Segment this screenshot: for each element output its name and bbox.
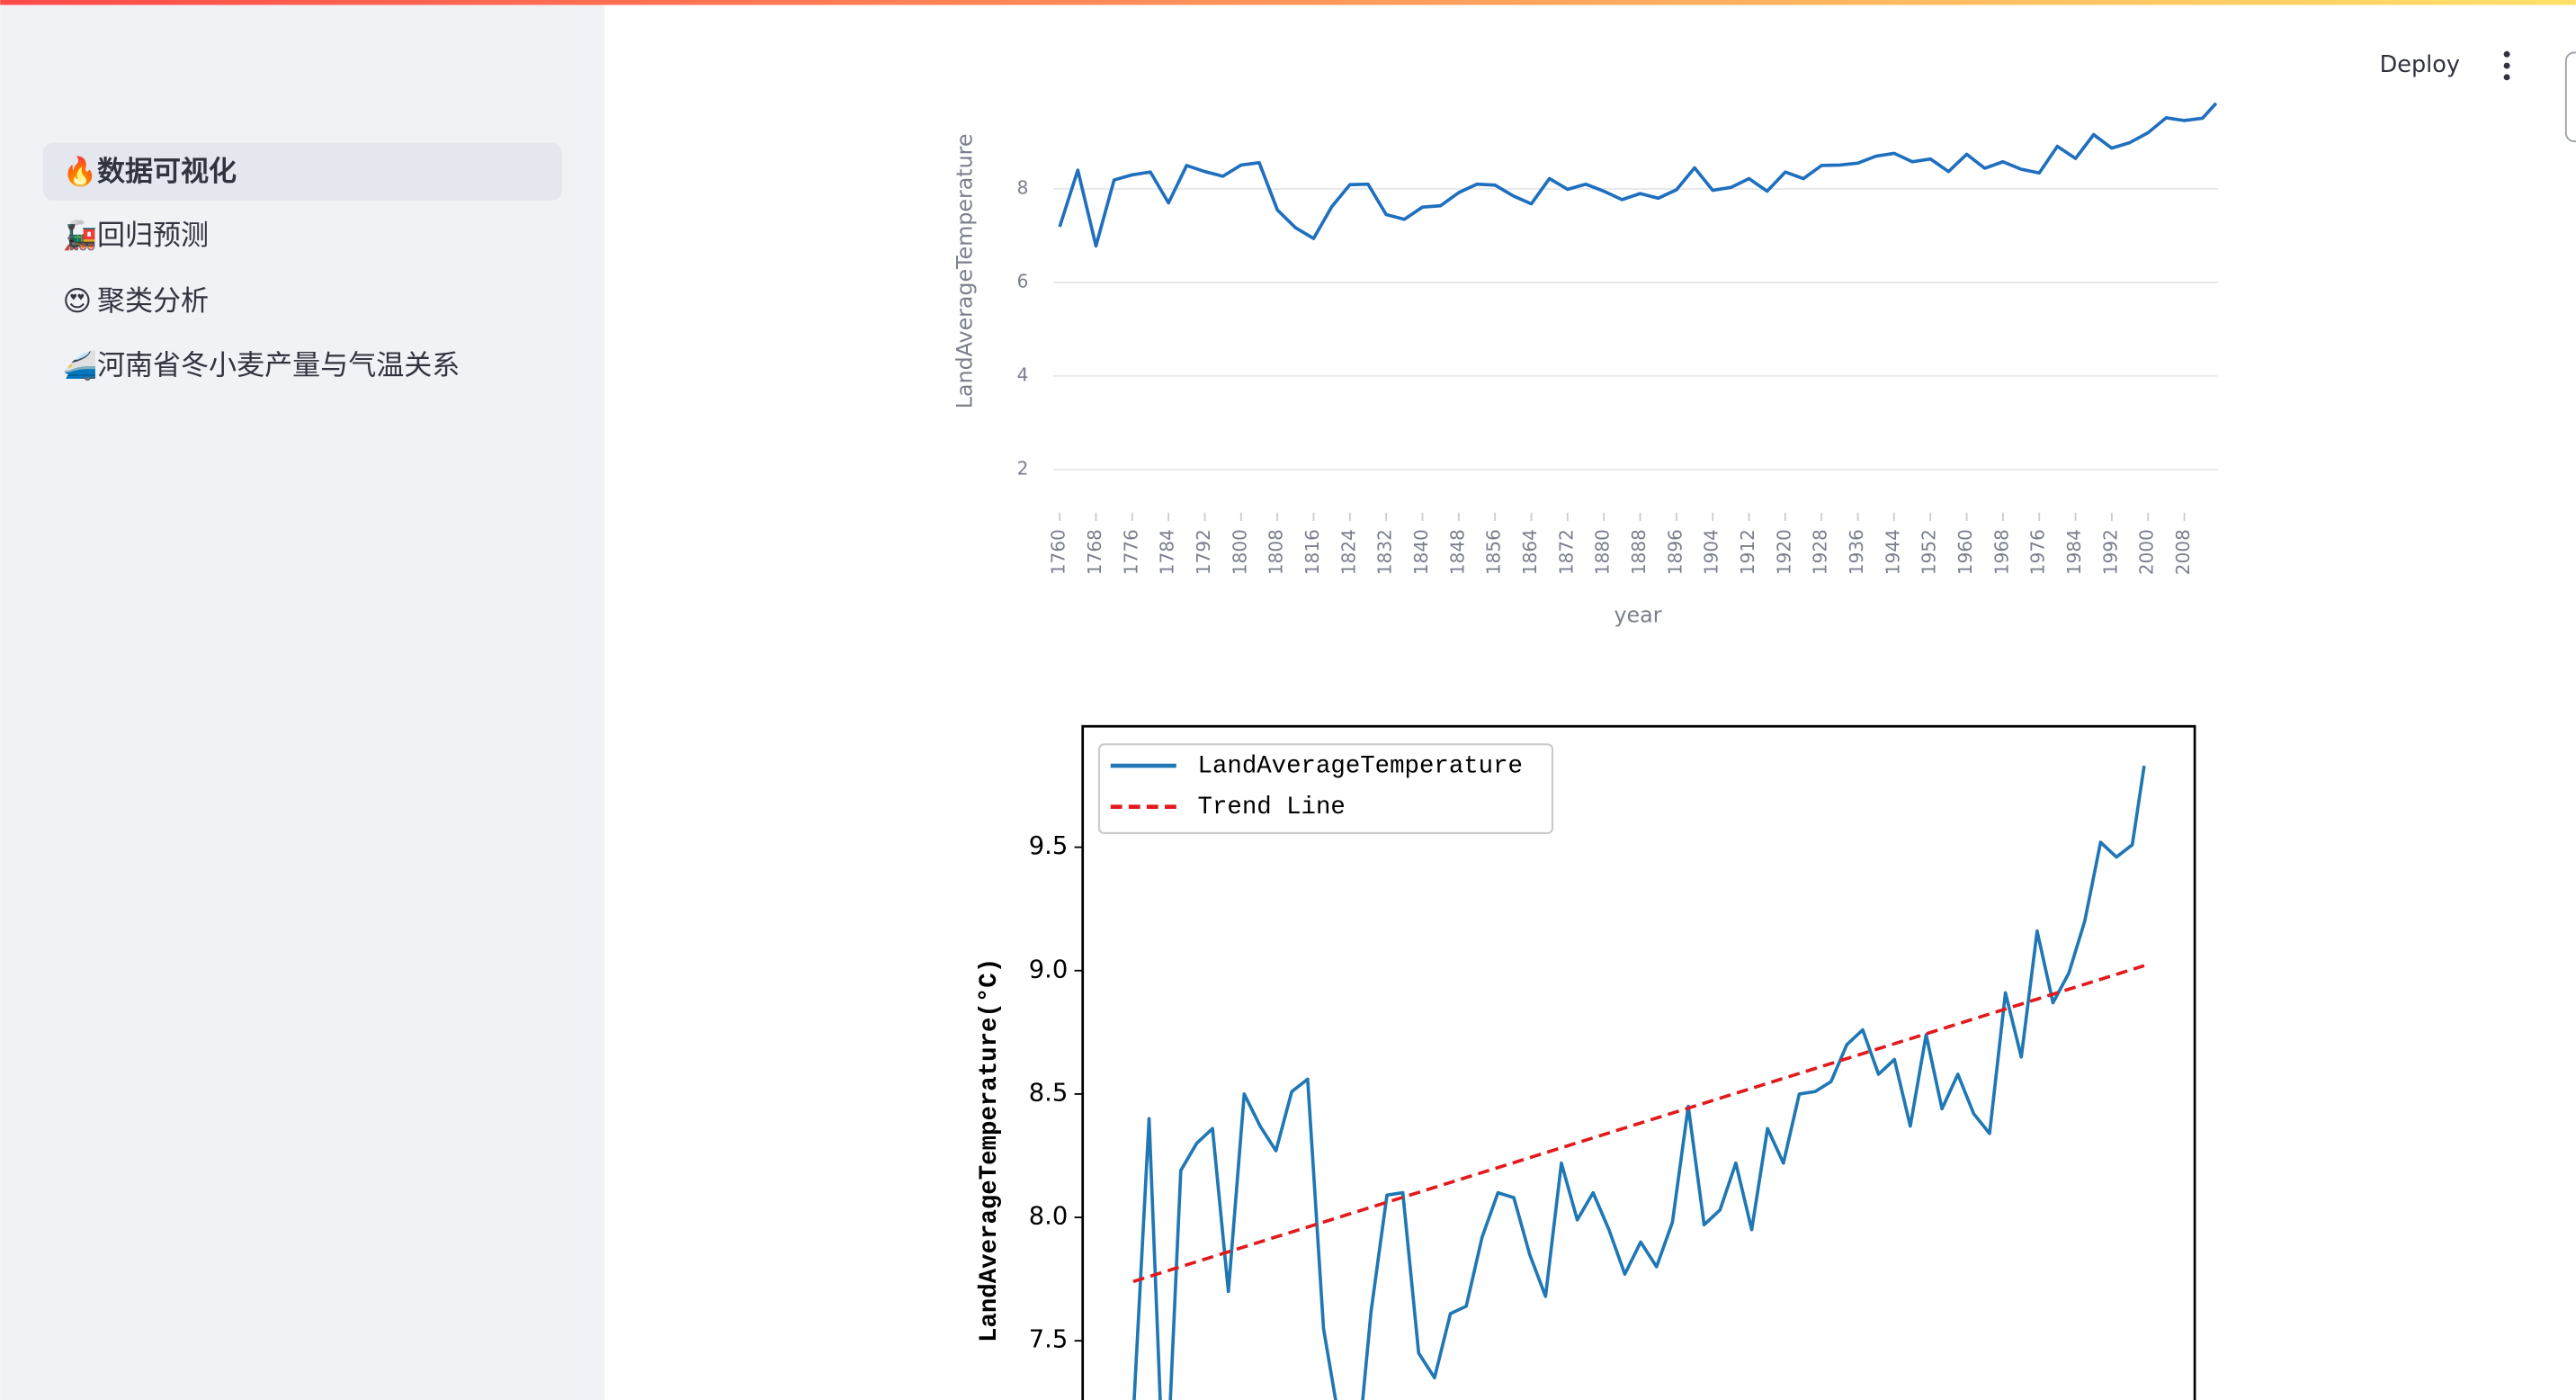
data-line [1132,765,2146,1400]
x-tick-label: 1968 [1990,529,2012,575]
x-tick-label: 2000 [2136,529,2158,575]
x-tick-label: 1784 [1157,529,1178,575]
x-tick-label: 1808 [1266,529,1287,575]
x-tick-label: 1952 [1919,529,1940,575]
x-tick-label: 1896 [1664,529,1686,575]
nav-item[interactable]: 🚂 回归预测 [63,219,209,252]
x-tick-label: 1976 [2027,529,2049,575]
x-tick-label: 1816 [1301,529,1323,575]
x-tick-label: 1928 [1810,529,1831,575]
x-tick-label: 1832 [1374,529,1396,575]
y-axis-title: LandAverageTemperature(°C) [976,958,1004,1342]
plot-area [1132,765,2146,1400]
sidebar-nav: 🔥 数据可视化 🚂 回归预测 😍 聚类分析 🚄 河南省冬小麦产量与气温关系 [63,155,461,382]
x-tick-label: 1792 [1193,529,1214,575]
y-tick-label: 9.0 [1029,956,1069,983]
y-axis-title: LandAverageTemperature [953,133,978,408]
legend-label: LandAverageTemperature [1198,752,1523,780]
nav-icon: 🚄 [63,348,98,381]
x-tick-label: 1880 [1592,529,1614,575]
x-tick-label: 1848 [1446,529,1468,575]
y-tick-label: 8.5 [1029,1079,1069,1107]
x-tick-label: 1800 [1229,529,1250,575]
y-tick-label: 4 [1017,363,1029,385]
legend-label: Trend Line [1198,794,1346,821]
x-tick-label: 1944 [1882,529,1903,575]
x-axis-title: year [1614,602,1662,627]
x-tick-label: 1888 [1628,529,1650,575]
deploy-button[interactable]: Deploy [2380,51,2460,78]
nav-icon: 😍 [63,285,92,318]
nav-item[interactable]: 🔥 数据可视化 [63,155,237,188]
y-tick-label: 2 [1017,457,1029,479]
legend-box [1097,743,1554,835]
nav-active-bg [42,142,562,201]
x-tick-label: 2008 [2172,529,2194,575]
chart: 2 4 6 8 1760 1768 1776 1784 1792 1800 1808 1816 1824… [953,102,2218,627]
data-line [1132,964,2145,1284]
nav-icon: 🔥 [63,155,98,188]
menu-dot [2503,74,2510,81]
x-tick-label: 1768 [1084,529,1105,575]
x-tick-label: 1776 [1120,529,1141,575]
plot-area [1058,102,2218,248]
nav-icon: 🚂 [63,219,98,252]
menu-dot [2503,62,2510,69]
y-tick-label: 8.0 [1029,1203,1069,1231]
x-tick-label: 1904 [1701,529,1722,575]
x-tick-label: 1992 [2099,529,2121,575]
chart: 7.5 8.0 8.5 9.0 9.5 LandAverageTemperature(°C… [976,724,2196,1400]
x-tick-label: 1920 [1773,529,1794,575]
x-tick-label: 1864 [1519,529,1541,575]
nav-label: 河南省冬小麦产量与气温关系 [97,349,460,381]
data-line [1058,102,2218,248]
x-tick-label: 1824 [1337,529,1359,575]
y-tick-label: 6 [1017,270,1029,292]
nav-item[interactable]: 😍 聚类分析 [63,285,209,318]
y-tick-label: 9.5 [1029,832,1069,860]
x-tick-label: 1872 [1555,529,1577,575]
nav-label: 回归预测 [97,220,209,252]
x-tick-label: 1840 [1410,529,1432,575]
x-tick-label: 1960 [1954,529,1976,575]
main-menu[interactable] [2503,50,2510,81]
x-tick-label: 1984 [2063,529,2085,575]
nav-label: 数据可视化 [97,156,237,188]
y-tick-label: 8 [1017,176,1029,198]
x-tick-label: 1936 [1846,529,1867,575]
axes-frame [1081,724,2196,1400]
charts: 2 4 6 8 1760 1768 1776 1784 1792 1800 1808 1816 1824… [953,102,2218,1400]
x-tick-label: 1856 [1483,529,1505,575]
nav-item[interactable]: 🚄 河南省冬小麦产量与气温关系 [63,348,461,381]
top-decoration [0,0,2576,5]
x-tick-label: 1760 [1048,529,1069,575]
menu-dot [2503,50,2510,58]
y-tick-label: 7.5 [1029,1326,1069,1354]
sidebar [0,0,605,1400]
nav-label: 聚类分析 [97,285,209,318]
x-tick-label: 1912 [1737,529,1758,575]
